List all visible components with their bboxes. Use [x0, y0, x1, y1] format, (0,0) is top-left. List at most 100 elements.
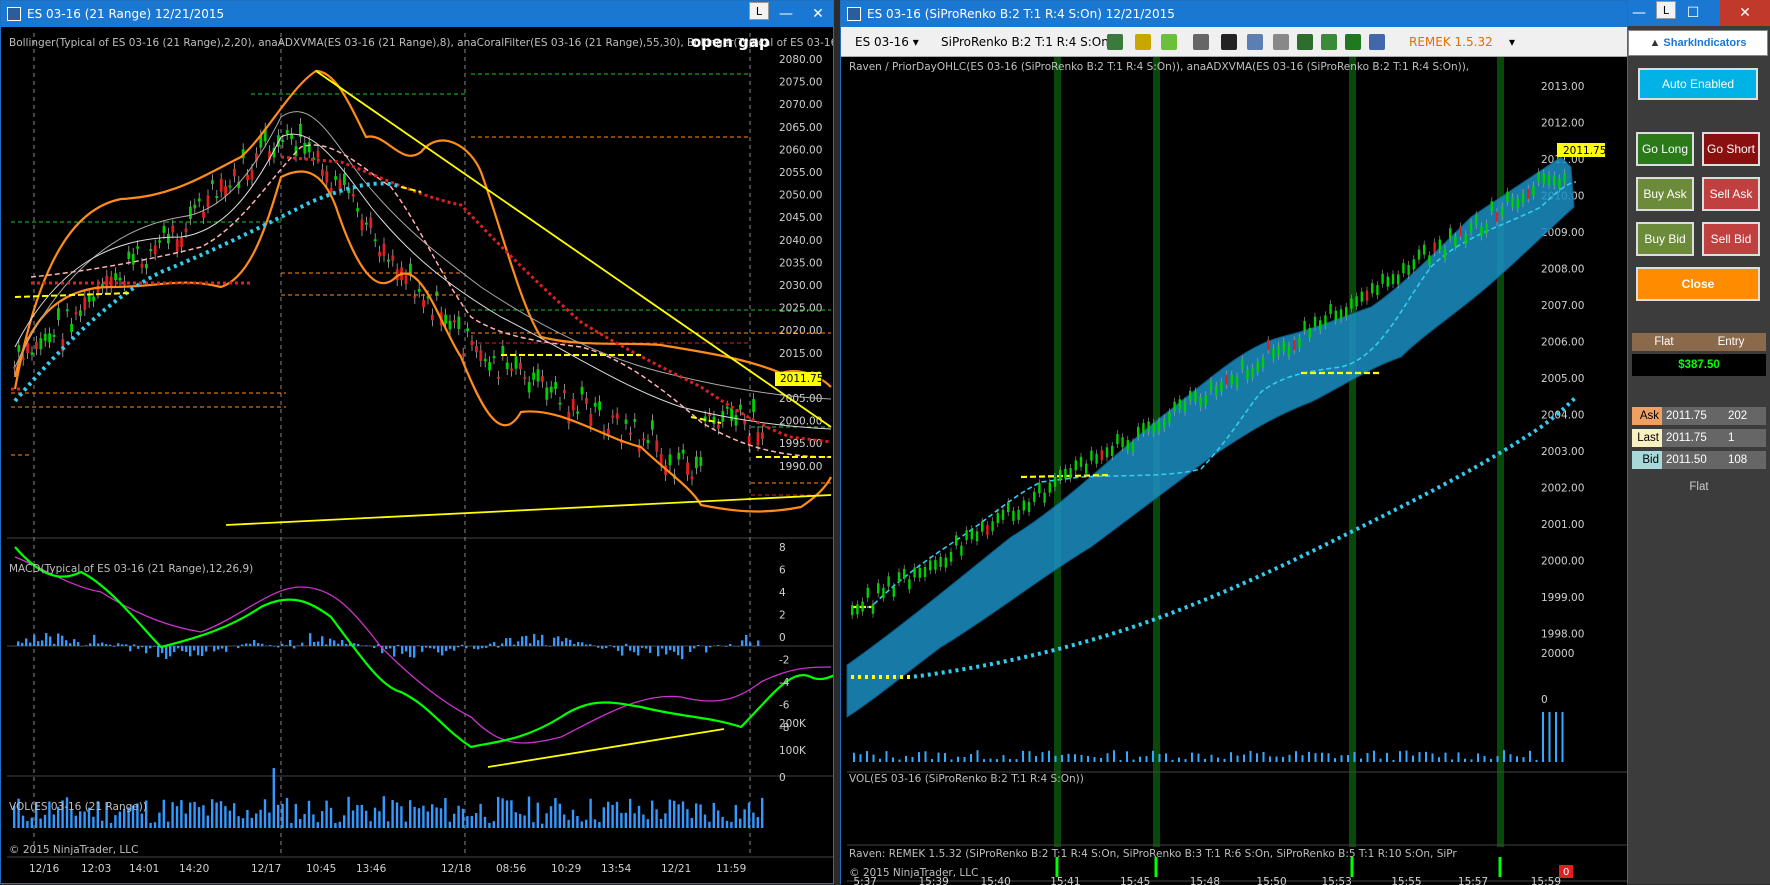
volume-bar — [1367, 753, 1369, 762]
renko-brick — [1563, 173, 1565, 183]
maximize-icon[interactable]: ☐ — [1680, 0, 1706, 26]
ask-size: 202 — [1724, 407, 1766, 425]
volume-bar — [611, 805, 613, 828]
histogram-bar — [237, 646, 239, 648]
renko-brick — [1361, 292, 1363, 302]
close-icon[interactable]: ✕ — [1720, 0, 1770, 26]
crosshair-icon[interactable] — [1221, 34, 1237, 50]
left-chart-svg[interactable]: 2080.002075.002070.002065.002060.002055.… — [1, 27, 833, 883]
link-badge[interactable]: L — [749, 2, 769, 20]
price-tick: 2008.00 — [1541, 264, 1584, 276]
renko-brick — [1106, 447, 1108, 457]
minimize-icon[interactable]: — — [1628, 0, 1650, 26]
pencil-icon[interactable] — [1135, 34, 1151, 50]
candle-body — [726, 407, 729, 409]
add-indicator-icon[interactable] — [1161, 34, 1177, 50]
indicators-icon[interactable] — [1297, 34, 1313, 50]
volume-bar — [422, 806, 424, 828]
volume-bar — [312, 814, 314, 828]
close-icon[interactable] — [1599, 1, 1629, 27]
candle-body — [330, 188, 333, 192]
candle-body — [510, 369, 513, 371]
properties-icon[interactable] — [1273, 34, 1289, 50]
candle-body — [145, 264, 148, 269]
volume-bar — [400, 806, 402, 828]
candle-body — [497, 377, 500, 379]
renko-brick — [872, 604, 874, 614]
candle-body — [233, 169, 236, 177]
chart-toolbar[interactable]: ES 03-16 ▾ SiProRenko B:2 T:1 R:4 S:On ▾… — [841, 27, 1627, 57]
sell-ask-button[interactable]: Sell Ask — [1702, 177, 1760, 211]
volume-bar — [488, 823, 490, 828]
renko-brick — [1407, 265, 1409, 275]
side-titlebar[interactable]: — L ☐ ✕ — [1628, 0, 1770, 26]
volume-bar — [466, 816, 468, 828]
go-short-button[interactable]: Go Short — [1702, 132, 1760, 166]
histogram-bar — [657, 646, 659, 656]
histogram-bar — [545, 645, 547, 646]
histogram-bar — [201, 646, 203, 656]
brand-logo: ▲ SharkIndicators — [1628, 30, 1768, 56]
volume-bar — [374, 808, 376, 828]
strategies-icon[interactable] — [1321, 34, 1337, 50]
volume-bar — [171, 802, 173, 828]
volume-bar — [886, 751, 888, 762]
dollar-icon[interactable] — [1345, 34, 1361, 50]
zoom-icon[interactable] — [1247, 34, 1263, 50]
renko-brick — [1168, 412, 1170, 422]
last-price-badge: 2011.75 — [780, 373, 823, 385]
volume-bar — [713, 803, 715, 828]
remek-label[interactable]: REMEK 1.5.32 — [1409, 33, 1493, 51]
histogram-bar — [705, 646, 707, 652]
volume-bar — [1289, 755, 1291, 762]
volume-tick: 100K — [779, 745, 807, 757]
cursor-icon[interactable] — [1193, 34, 1209, 50]
histogram-bar — [537, 640, 539, 646]
volume-bar — [695, 803, 697, 828]
link-badge[interactable]: L — [1656, 1, 1676, 19]
renko-brick — [1064, 469, 1066, 479]
volume-bar — [1347, 755, 1349, 762]
price-tick: 2035.00 — [779, 257, 822, 269]
volume-bar — [413, 807, 415, 828]
close-icon[interactable]: ✕ — [803, 1, 833, 27]
auto-enabled-button[interactable]: Auto Enabled — [1638, 68, 1758, 100]
volume-bar — [154, 822, 156, 828]
volume-bar — [899, 759, 901, 762]
histogram-bar — [313, 642, 315, 646]
left-chart-window[interactable]: ES 03-16 (21 Range) 12/21/2015 L — ☐ ☐ ✕… — [0, 0, 834, 884]
volume-bar — [387, 821, 389, 828]
bar-style-icon[interactable] — [1107, 34, 1123, 50]
buy-bid-button[interactable]: Buy Bid — [1636, 222, 1694, 256]
histogram-bar — [245, 643, 247, 646]
time-tick: 12/21 — [661, 863, 691, 875]
right-chart-window[interactable]: ES 03-16 (SiProRenko B:2 T:1 R:4 S:On) 1… — [840, 0, 1628, 884]
candle-body — [66, 309, 69, 311]
left-window-titlebar[interactable]: ES 03-16 (21 Range) 12/21/2015 L — ☐ ☐ ✕ — [1, 1, 833, 27]
sell-bid-button[interactable]: Sell Bid — [1702, 222, 1760, 256]
volume-bar — [242, 818, 244, 828]
buy-ask-button[interactable]: Buy Ask — [1636, 177, 1694, 211]
volume-bar — [290, 823, 292, 828]
instrument-selector[interactable]: ES 03-16 ▾ — [855, 33, 919, 51]
right-chart-svg[interactable]: 2013.002012.002011.002010.002009.002008.… — [841, 57, 1627, 885]
volume-bar — [193, 802, 195, 828]
histogram-bar — [729, 644, 731, 646]
data-box-icon[interactable] — [1369, 34, 1385, 50]
histogram-bar — [465, 646, 467, 648]
bar-type-selector[interactable]: SiProRenko B:2 T:1 R:4 S:On ▾ — [941, 33, 1119, 51]
volume-bar — [501, 798, 503, 828]
candle-body — [739, 405, 742, 410]
volume-bar — [1243, 755, 1245, 762]
close-position-button[interactable]: Close — [1636, 267, 1760, 301]
volume-bar — [1432, 753, 1434, 762]
remek-zero-badge: 0 — [1563, 867, 1569, 878]
candle-body — [708, 414, 711, 416]
go-long-button[interactable]: Go Long — [1636, 132, 1694, 166]
volume-bar — [396, 802, 398, 828]
right-window-titlebar[interactable]: ES 03-16 (SiProRenko B:2 T:1 R:4 S:On) 1… — [841, 1, 1627, 27]
minimize-icon[interactable]: — — [771, 1, 801, 27]
toolbar-overflow-icon[interactable]: ▾ — [1509, 33, 1515, 51]
volume-bar — [475, 813, 477, 828]
volume-bar — [79, 811, 81, 828]
